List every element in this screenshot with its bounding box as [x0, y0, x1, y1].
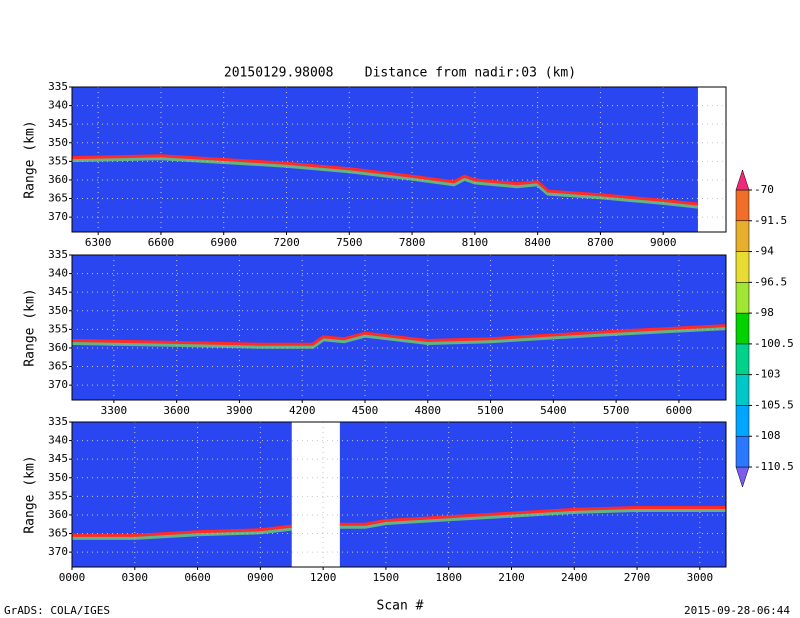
colorbar-swatch	[735, 374, 750, 406]
x-tick-label: 2700	[624, 571, 651, 584]
colorbar-label: -96.5	[754, 275, 787, 288]
y-axis-label: Range (km)	[23, 455, 38, 533]
x-tick-label: 2400	[561, 571, 588, 584]
x-tick-label: 7200	[273, 236, 300, 249]
y-tick-label: 370	[48, 545, 68, 558]
y-tick-label: 350	[48, 136, 68, 149]
chart-title: 20150129.98008 Distance from nadir:03 (k…	[224, 66, 576, 81]
footer-right: 2015-09-28-06:44	[684, 604, 790, 617]
colorbar-label: -105.5	[754, 398, 794, 411]
x-tick-label: 3300	[101, 404, 128, 417]
colorbar-label: -100.5	[754, 337, 794, 350]
x-tick-label: 1500	[373, 571, 400, 584]
y-tick-label: 365	[48, 192, 68, 205]
surface-echo	[72, 506, 726, 537]
x-tick-label: 7800	[399, 236, 426, 249]
x-tick-label: 8100	[462, 236, 489, 249]
x-tick-label: 5100	[477, 404, 504, 417]
x-tick-label: 8700	[587, 236, 614, 249]
colorbar-swatch	[735, 282, 750, 314]
x-tick-label: 0900	[247, 571, 274, 584]
y-axis-label: Range (km)	[23, 120, 38, 198]
colorbar-label: -98	[754, 306, 774, 319]
x-tick-label: 6600	[148, 236, 175, 249]
footer-left: GrADS: COLA/IGES	[4, 604, 110, 617]
y-tick-label: 355	[48, 154, 68, 167]
x-tick-label: 5400	[540, 404, 567, 417]
x-tick-label: 8400	[524, 236, 551, 249]
colorbar-swatch	[735, 343, 750, 375]
x-tick-label: 1800	[435, 571, 462, 584]
y-tick-label: 340	[48, 99, 68, 112]
y-tick-label: 370	[48, 210, 68, 223]
x-tick-label: 9000	[650, 236, 677, 249]
y-tick-label: 345	[48, 285, 68, 298]
surface-echo	[71, 324, 727, 346]
x-tick-label: 4500	[352, 404, 379, 417]
colorbar-swatch	[735, 169, 750, 191]
colorbar-swatch	[735, 220, 750, 252]
data-coverage	[72, 422, 292, 567]
y-tick-label: 335	[48, 415, 68, 428]
y-tick-label: 355	[48, 322, 68, 335]
y-tick-label: 360	[48, 173, 68, 186]
data-coverage	[339, 422, 726, 567]
colorbar-swatch	[735, 189, 750, 222]
colorbar-swatch	[735, 251, 750, 283]
y-tick-label: 335	[48, 80, 68, 93]
y-tick-label: 335	[48, 248, 68, 261]
y-tick-label: 370	[48, 378, 68, 391]
x-tick-label: 0300	[122, 571, 149, 584]
y-tick-label: 360	[48, 341, 68, 354]
x-tick-label: 3000	[687, 571, 714, 584]
y-tick-label: 340	[48, 267, 68, 280]
colorbar-label: -108	[754, 429, 781, 442]
x-tick-label: 6300	[85, 236, 112, 249]
y-tick-label: 365	[48, 527, 68, 540]
y-tick-label: 355	[48, 489, 68, 502]
y-tick-label: 365	[48, 360, 68, 373]
x-tick-label: 0600	[184, 571, 211, 584]
y-tick-label: 345	[48, 452, 68, 465]
colorbar-swatch	[735, 312, 750, 345]
y-tick-label: 345	[48, 117, 68, 130]
x-tick-label: 4200	[289, 404, 316, 417]
colorbar-swatch	[735, 405, 750, 437]
x-tick-label: 5700	[603, 404, 630, 417]
colorbar-label: -94	[754, 245, 774, 258]
plot-frame	[71, 86, 727, 233]
x-tick-label: 3900	[226, 404, 253, 417]
colorbar-label: -91.5	[754, 214, 787, 227]
x-tick-label: 4800	[415, 404, 442, 417]
y-axis-label: Range (km)	[23, 288, 38, 366]
y-tick-label: 350	[48, 471, 68, 484]
x-tick-label: 3600	[163, 404, 190, 417]
y-tick-label: 350	[48, 304, 68, 317]
colorbar-label: -110.5	[754, 460, 794, 473]
colorbar-label: -70	[754, 183, 774, 196]
x-tick-label: 0000	[59, 571, 86, 584]
y-tick-label: 360	[48, 508, 68, 521]
plot-frame	[71, 421, 727, 568]
colorbar-swatch	[735, 435, 750, 468]
x-tick-label: 6900	[210, 236, 237, 249]
plot-frame	[71, 254, 727, 401]
x-tick-label: 7500	[336, 236, 363, 249]
x-axis-label: Scan #	[377, 599, 424, 614]
x-tick-label: 6000	[666, 404, 693, 417]
data-coverage	[72, 255, 726, 400]
colorbar-label: -103	[754, 368, 781, 381]
surface-echo	[71, 154, 699, 206]
x-tick-label: 1200	[310, 571, 337, 584]
y-tick-label: 340	[48, 434, 68, 447]
x-tick-label: 2100	[498, 571, 525, 584]
colorbar-swatch	[735, 466, 750, 488]
surface-echo-glow	[71, 155, 699, 209]
surface-echo-glow	[71, 325, 727, 349]
surface-echo-glow	[72, 507, 726, 540]
